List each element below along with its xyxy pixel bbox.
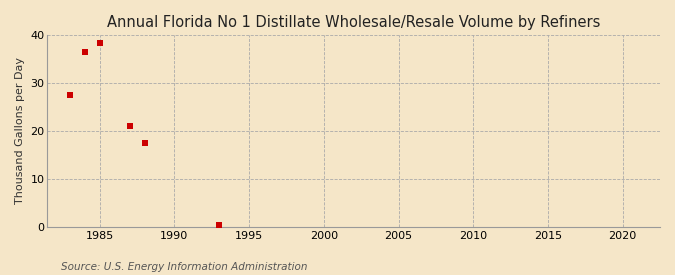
Point bbox=[65, 93, 76, 97]
Point bbox=[80, 50, 90, 54]
Point bbox=[124, 124, 135, 128]
Y-axis label: Thousand Gallons per Day: Thousand Gallons per Day bbox=[15, 57, 25, 204]
Point bbox=[214, 222, 225, 227]
Point bbox=[95, 40, 105, 45]
Point bbox=[139, 141, 150, 145]
Title: Annual Florida No 1 Distillate Wholesale/Resale Volume by Refiners: Annual Florida No 1 Distillate Wholesale… bbox=[107, 15, 601, 30]
Text: Source: U.S. Energy Information Administration: Source: U.S. Energy Information Administ… bbox=[61, 262, 307, 272]
